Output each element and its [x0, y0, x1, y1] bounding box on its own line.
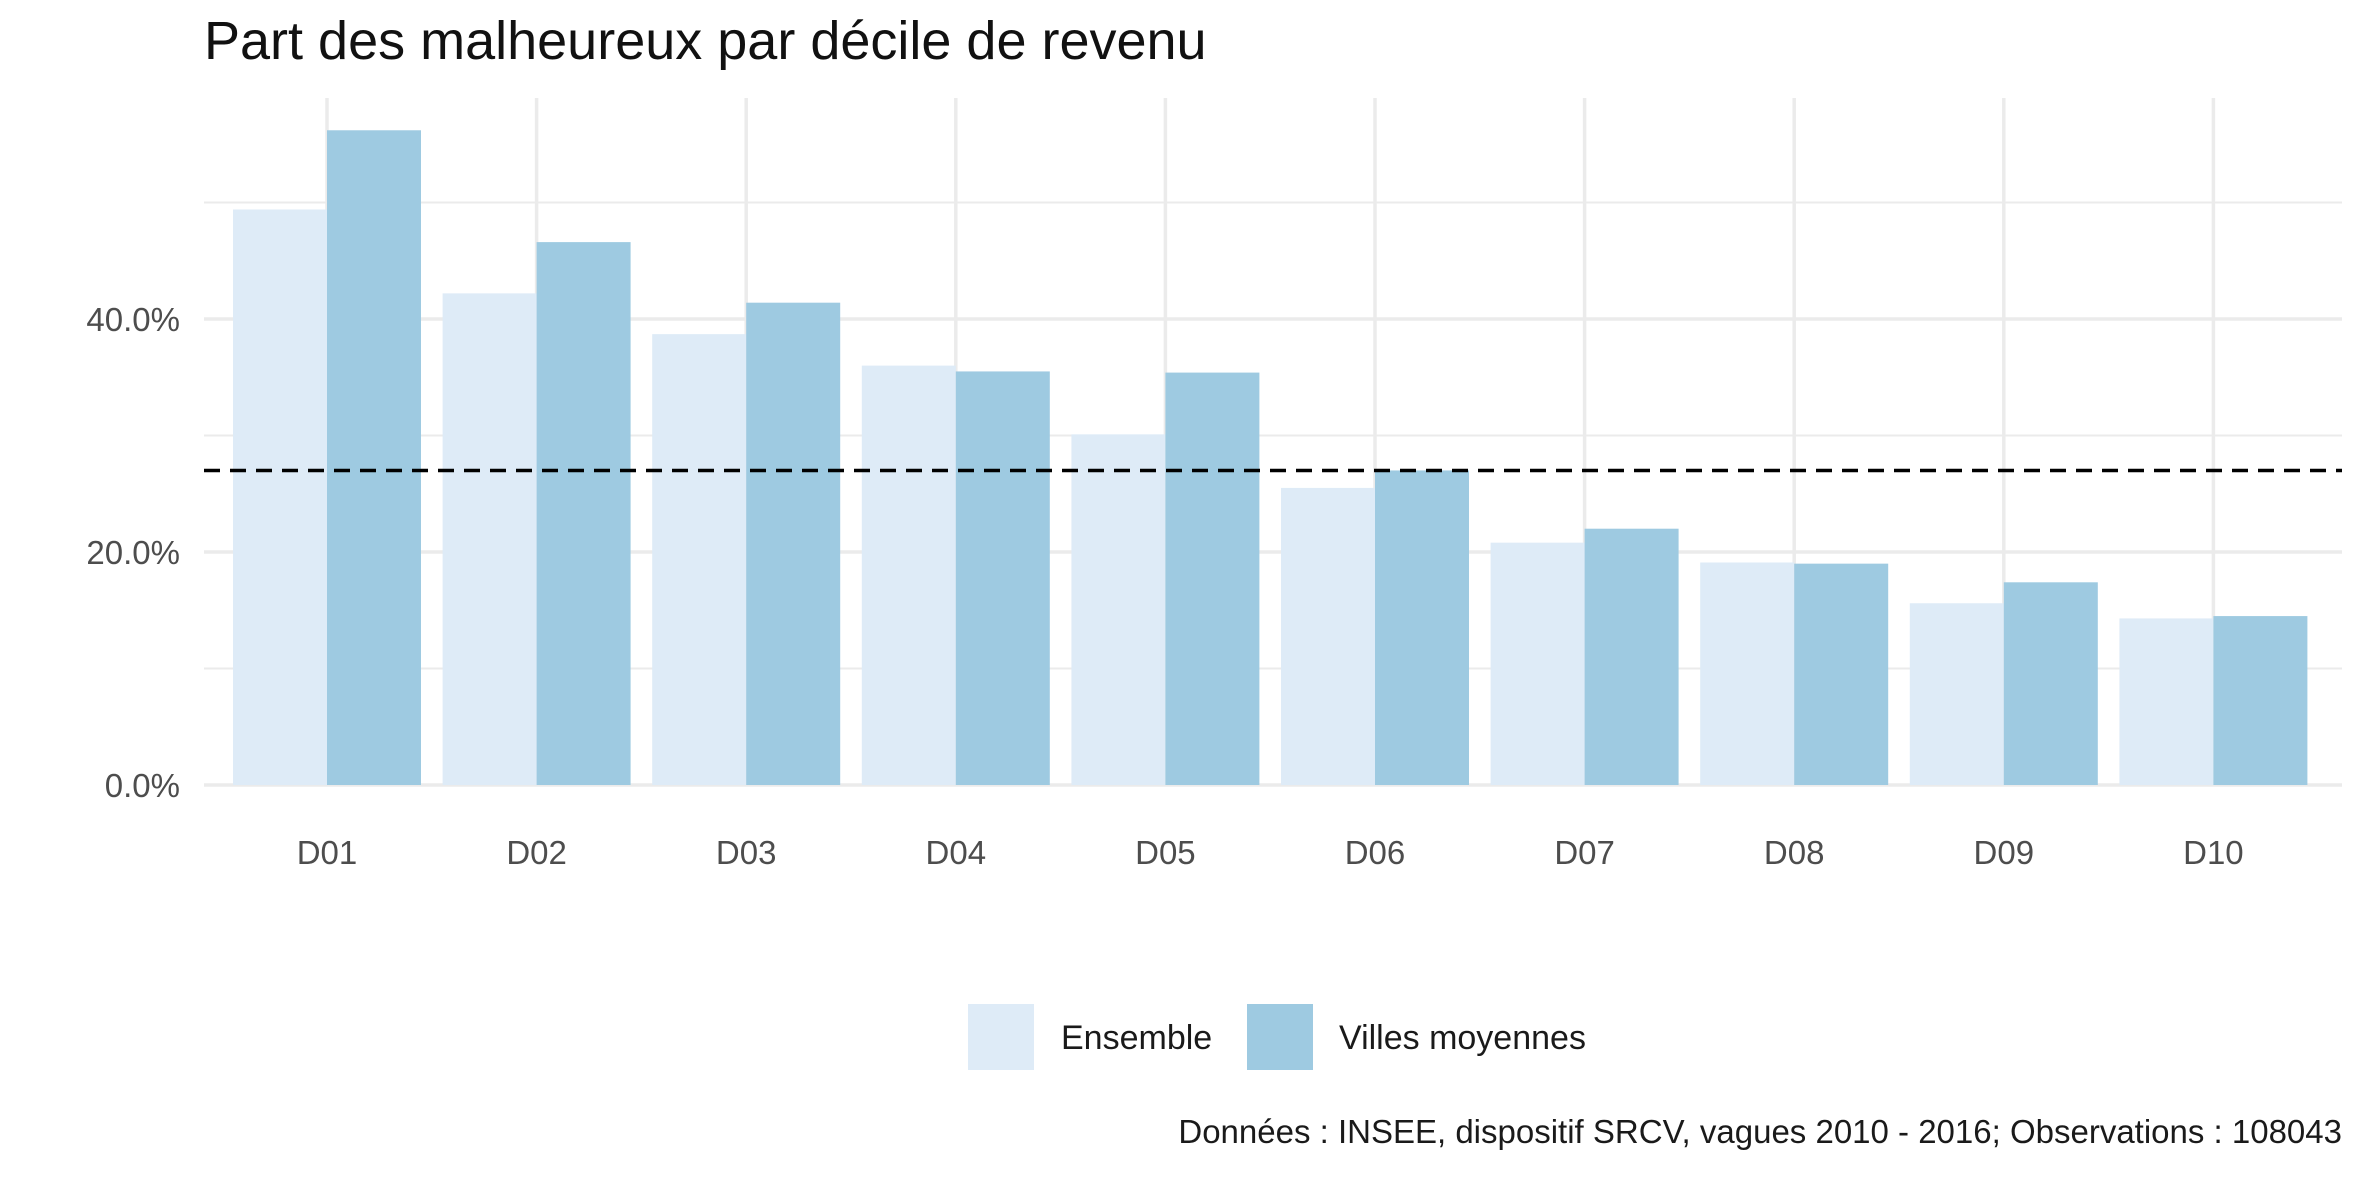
x-tick-label: D01	[297, 834, 358, 871]
bar-d01-ensemble	[233, 209, 327, 786]
bar-d08-villes-moyennes	[1794, 563, 1889, 785]
x-tick-label: D09	[1974, 834, 2035, 871]
bar-d09-ensemble	[1909, 603, 2004, 785]
bar-d05-villes-moyennes	[1165, 372, 1260, 785]
chart-caption: Données : INSEE, dispositif SRCV, vagues…	[1178, 1113, 2342, 1150]
x-axis: D01 D02 D03 D04 D05 D06 D07 D08 D09 D10	[297, 834, 2244, 871]
x-tick-label: D07	[1554, 834, 1615, 871]
x-tick-label: D03	[716, 834, 777, 871]
legend-label: Villes moyennes	[1339, 1019, 1586, 1057]
y-tick-label: 20.0%	[86, 534, 180, 571]
y-tick-label: 40.0%	[86, 301, 180, 338]
bar-d09-villes-moyennes	[2003, 582, 2098, 785]
bars	[233, 130, 2308, 786]
bar-d06-villes-moyennes	[1375, 470, 1469, 785]
y-axis: 0.0% 20.0% 40.0%	[86, 301, 180, 804]
bar-d04-villes-moyennes	[955, 371, 1050, 785]
x-tick-label: D10	[2183, 834, 2244, 871]
x-tick-label: D05	[1135, 834, 1196, 871]
chart-title: Part des malheureux par décile de revenu	[204, 11, 1207, 71]
legend-swatch	[968, 1004, 1034, 1070]
bar-d10-ensemble	[2119, 618, 2214, 785]
x-tick-label: D06	[1345, 834, 1406, 871]
bar-d07-ensemble	[1490, 542, 1585, 785]
bar-d04-ensemble	[861, 365, 956, 785]
bar-d07-villes-moyennes	[1584, 528, 1679, 785]
x-tick-label: D08	[1764, 834, 1825, 871]
bar-d06-ensemble	[1281, 487, 1375, 785]
bar-d05-ensemble	[1071, 434, 1166, 785]
bar-d10-villes-moyennes	[2213, 616, 2308, 785]
x-tick-label: D04	[926, 834, 987, 871]
bar-d08-ensemble	[1700, 562, 1795, 785]
bar-d03-ensemble	[652, 334, 747, 785]
bar-d03-villes-moyennes	[746, 302, 841, 785]
bar-d02-villes-moyennes	[536, 242, 631, 786]
y-tick-label: 0.0%	[105, 767, 180, 804]
legend: Ensemble Villes moyennes	[968, 1004, 1586, 1070]
legend-swatch	[1247, 1004, 1313, 1070]
x-tick-label: D02	[506, 834, 567, 871]
bar-d01-villes-moyennes	[327, 130, 421, 785]
bar-d02-ensemble	[442, 293, 537, 785]
legend-label: Ensemble	[1061, 1019, 1212, 1057]
